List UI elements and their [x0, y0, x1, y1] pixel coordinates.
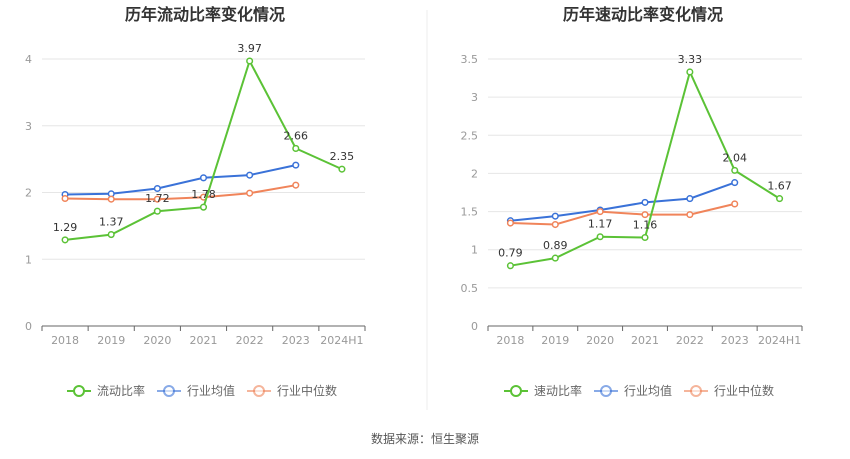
- data-point: [61, 194, 69, 203]
- data-point: [596, 208, 604, 216]
- data-point: [731, 200, 739, 208]
- x-tick-label: 2022: [676, 334, 704, 347]
- y-tick-label: 2: [25, 187, 32, 200]
- data-label: 2.04: [722, 151, 747, 164]
- data-point: [551, 254, 559, 262]
- data-point: [776, 195, 784, 203]
- data-label: 1.29: [53, 221, 78, 234]
- legend-label: 行业均值: [624, 383, 672, 398]
- data-point: [338, 165, 346, 173]
- data-point: [686, 211, 694, 219]
- x-tick-label: 2018: [496, 334, 524, 347]
- data-point: [551, 212, 559, 220]
- x-tick-label: 2020: [586, 334, 614, 347]
- data-point: [61, 236, 69, 244]
- data-point: [641, 198, 649, 206]
- legend-swatch-marker: [690, 385, 702, 397]
- x-tick-label: 2023: [282, 334, 310, 347]
- data-label: 0.89: [543, 239, 568, 252]
- data-point: [686, 68, 694, 76]
- chart-title: 历年速动比率变化情况: [563, 5, 723, 24]
- x-tick-label: 2020: [143, 334, 171, 347]
- y-tick-label: 3: [25, 120, 32, 133]
- x-tick-label: 2022: [236, 334, 264, 347]
- y-tick-label: 4: [25, 53, 32, 66]
- x-tick-label: 2019: [97, 334, 125, 347]
- y-tick-label: 3: [471, 91, 478, 104]
- data-point: [292, 144, 300, 152]
- x-tick-label: 2023: [721, 334, 749, 347]
- data-label: 2.66: [284, 129, 309, 142]
- x-tick-label: 2018: [51, 334, 79, 347]
- legend-swatch-marker: [510, 385, 522, 397]
- data-label: 1.17: [588, 218, 613, 231]
- current-ratio-chart: 历年流动比率变化情况 0 1 2 3 4 2018 2019 2020 2021 2022 2023 2…: [25, 5, 366, 398]
- data-point: [153, 195, 161, 203]
- data-label: 0.79: [498, 247, 523, 260]
- y-tick-label: 0: [25, 320, 32, 333]
- y-tick-label: 3.5: [461, 53, 479, 66]
- data-point: [107, 195, 115, 203]
- data-point: [641, 233, 649, 242]
- data-point: [153, 184, 161, 193]
- quick-ratio-chart: 历年速动比率变化情况 0 0.5 1 1.5 2 2.5 3 3.5 2018 2019 2020 20…: [461, 5, 803, 398]
- legend-label: 行业均值: [187, 383, 235, 398]
- data-point: [292, 181, 300, 189]
- data-label: 2.35: [330, 150, 355, 163]
- y-tick-label: 1: [471, 244, 478, 257]
- data-point: [596, 233, 604, 241]
- legend-swatch-marker: [73, 385, 85, 397]
- y-tick-label: 1: [25, 253, 32, 266]
- data-label: 1.37: [99, 216, 124, 229]
- y-tick-label: 1.5: [461, 206, 479, 219]
- data-label: 3.33: [678, 53, 703, 66]
- data-point: [107, 231, 115, 239]
- y-tick-label: 0.5: [461, 282, 479, 295]
- series-line: [510, 202, 735, 226]
- data-point: [199, 174, 208, 182]
- y-tick-label: 0: [471, 320, 478, 333]
- series-line: [64, 58, 343, 241]
- data-point: [246, 171, 254, 179]
- data-label: 1.16: [633, 219, 658, 232]
- series-line: [65, 184, 296, 201]
- x-tick-label: 2024H1: [758, 334, 801, 347]
- data-label: 1.67: [767, 180, 792, 193]
- legend-label: 流动比率: [97, 383, 145, 398]
- chart-title: 历年流动比率变化情况: [125, 5, 285, 24]
- data-point: [506, 219, 514, 227]
- series-line: [65, 164, 297, 196]
- data-point: [246, 189, 254, 197]
- legend-swatch-marker: [163, 385, 175, 397]
- data-label: 1.78: [191, 188, 216, 201]
- data-point: [731, 179, 739, 187]
- legend-label: 速动比率: [534, 383, 582, 398]
- x-tick-label: 2024H1: [320, 334, 363, 347]
- data-label: 3.97: [237, 42, 262, 55]
- legend-swatch-marker: [253, 385, 265, 397]
- data-point: [686, 195, 694, 203]
- x-tick-label: 2021: [631, 334, 659, 347]
- source-note: 数据来源：恒生聚源: [371, 431, 479, 446]
- data-point: [292, 161, 300, 169]
- y-tick-label: 2: [471, 167, 478, 180]
- data-point: [551, 220, 559, 229]
- data-point: [731, 166, 739, 174]
- legend-label: 行业中位数: [277, 383, 337, 398]
- series-line: [510, 181, 736, 222]
- data-point: [641, 211, 649, 219]
- y-tick-label: 2.5: [461, 129, 479, 142]
- data-point: [153, 207, 161, 215]
- data-label: 1.72: [145, 192, 170, 205]
- x-tick-label: 2019: [541, 334, 569, 347]
- data-point: [246, 57, 254, 65]
- legend-swatch-marker: [600, 385, 612, 397]
- data-point: [506, 262, 514, 270]
- x-tick-label: 2021: [190, 334, 218, 347]
- data-point: [199, 203, 208, 211]
- legend-label: 行业中位数: [714, 383, 774, 398]
